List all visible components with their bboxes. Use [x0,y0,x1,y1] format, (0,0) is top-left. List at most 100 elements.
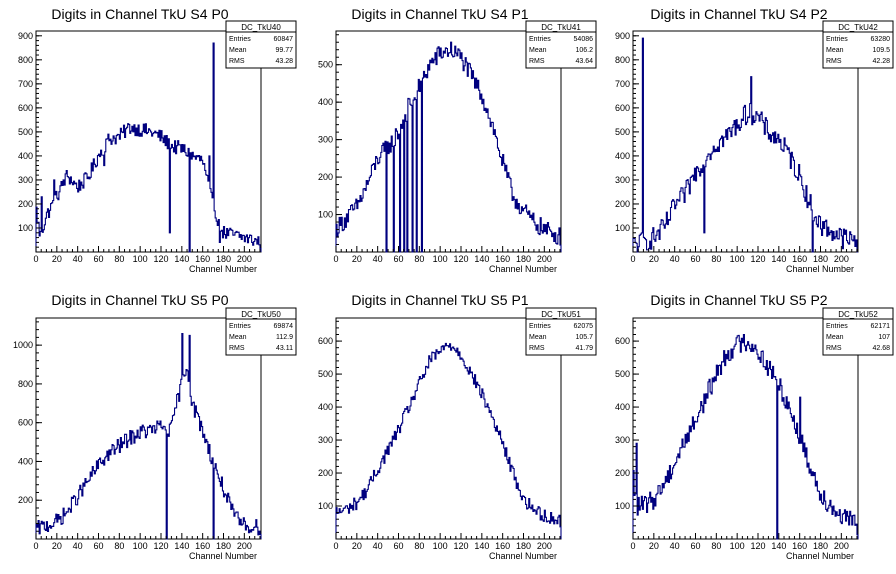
x-tick-label: 140 [474,541,489,551]
plot-title: Digits in Channel TkU S4 P1 [351,6,528,22]
stats-value: 41.79 [575,345,593,352]
y-tick-label: 500 [18,127,33,137]
plot-title: Digits in Channel TkU S4 P0 [51,6,228,22]
stats-name: DC_TkU52 [838,310,878,319]
x-tick-label: 160 [792,541,807,551]
x-tick-label: 120 [750,541,765,551]
stats-key: Entries [229,36,251,43]
histogram-panel-4: Digits in Channel TkU S5 P1 0 20 40 60 80 100 1… [318,292,597,561]
x-tick-label: 140 [174,254,189,264]
histogram-panel-3: Digits in Channel TkU S5 P0 0 20 40 60 80 100 1… [13,292,297,561]
y-tick-label: 600 [615,336,630,346]
y-tick-label: 800 [18,379,33,389]
x-tick-label: 100 [133,541,148,551]
histogram-line [632,37,858,253]
x-tick-label: 20 [649,541,659,551]
x-tick-label: 200 [537,254,552,264]
y-tick-label: 100 [318,501,333,511]
stats-key: Mean [826,47,844,54]
histogram-line [35,42,262,253]
stats-key: RMS [229,345,245,352]
histogram-line [335,342,562,539]
x-tick-label: 100 [730,541,745,551]
stats-key: RMS [229,58,245,65]
stats-value: 69874 [274,323,294,330]
plot-title: Digits in Channel TkU S4 P2 [650,6,827,22]
y-tick-label: 500 [318,369,333,379]
y-tick-label: 300 [615,435,630,445]
stats-value: 99.77 [275,47,293,54]
x-tick-label: 160 [495,254,510,264]
stats-key: Mean [529,47,547,54]
x-tick-label: 0 [333,541,338,551]
stats-value: 105.7 [575,334,593,341]
x-tick-label: 0 [630,541,635,551]
stats-box [225,20,297,69]
stats-key: Entries [826,36,848,43]
stats-value: 109.5 [872,47,890,54]
y-tick-label: 400 [318,97,333,107]
y-tick-label: 900 [615,31,630,41]
y-tick-label: 200 [615,199,630,209]
x-tick-label: 160 [495,541,510,551]
y-tick-label: 400 [318,402,333,412]
stats-box [525,307,597,356]
stats-name: DC_TkU40 [241,23,281,32]
x-tick-label: 140 [474,254,489,264]
y-tick-label: 800 [18,55,33,65]
y-tick-label: 100 [615,501,630,511]
stats-key: RMS [826,345,842,352]
stats-box [822,20,894,69]
histogram-panel-5: Digits in Channel TkU S5 P2 0 20 40 60 80 100 1… [615,292,894,561]
y-tick-label: 300 [318,135,333,145]
y-tick-label: 100 [615,223,630,233]
y-tick-label: 200 [615,468,630,478]
x-tick-label: 140 [174,541,189,551]
y-tick-label: 300 [318,435,333,445]
x-tick-label: 200 [237,541,252,551]
y-tick-label: 200 [318,172,333,182]
y-tick-label: 800 [615,55,630,65]
stats-key: Entries [826,323,848,330]
x-tick-label: 0 [630,254,635,264]
x-axis-label: Channel Number [786,551,854,561]
x-tick-label: 200 [834,254,849,264]
y-tick-label: 400 [18,456,33,466]
stats-key: RMS [826,58,842,65]
stats-key: Entries [529,323,551,330]
y-tick-label: 500 [318,60,333,70]
y-tick-label: 1000 [13,340,33,350]
x-tick-label: 80 [414,254,424,264]
plot-title: Digits in Channel TkU S5 P1 [351,292,528,308]
y-tick-label: 300 [18,175,33,185]
x-axis-label: Channel Number [489,264,557,274]
x-tick-label: 100 [133,254,148,264]
y-tick-label: 500 [615,127,630,137]
stats-name: DC_TkU41 [541,23,581,32]
x-tick-label: 80 [711,254,721,264]
x-tick-label: 60 [93,541,103,551]
x-tick-label: 160 [792,254,807,264]
stats-name: DC_TkU42 [838,23,878,32]
x-tick-label: 120 [750,254,765,264]
x-tick-label: 140 [771,254,786,264]
x-tick-label: 120 [153,254,168,264]
histogram-panel-1: Digits in Channel TkU S4 P1 0 20 40 60 80 100 1… [318,6,597,274]
x-tick-label: 20 [352,541,362,551]
stats-value: 63280 [871,36,891,43]
stats-key: Entries [529,36,551,43]
stats-key: RMS [529,345,545,352]
x-tick-label: 120 [453,254,468,264]
x-tick-label: 80 [711,541,721,551]
plot-title: Digits in Channel TkU S5 P2 [650,292,827,308]
stats-value: 112.9 [276,334,293,341]
x-tick-label: 60 [393,541,403,551]
y-tick-label: 700 [18,79,33,89]
stats-value: 43.28 [275,58,293,65]
stats-value: 43.64 [575,58,593,65]
stats-name: DC_TkU50 [241,310,281,319]
x-tick-label: 0 [333,254,338,264]
x-tick-label: 180 [813,541,828,551]
y-tick-label: 200 [18,199,33,209]
